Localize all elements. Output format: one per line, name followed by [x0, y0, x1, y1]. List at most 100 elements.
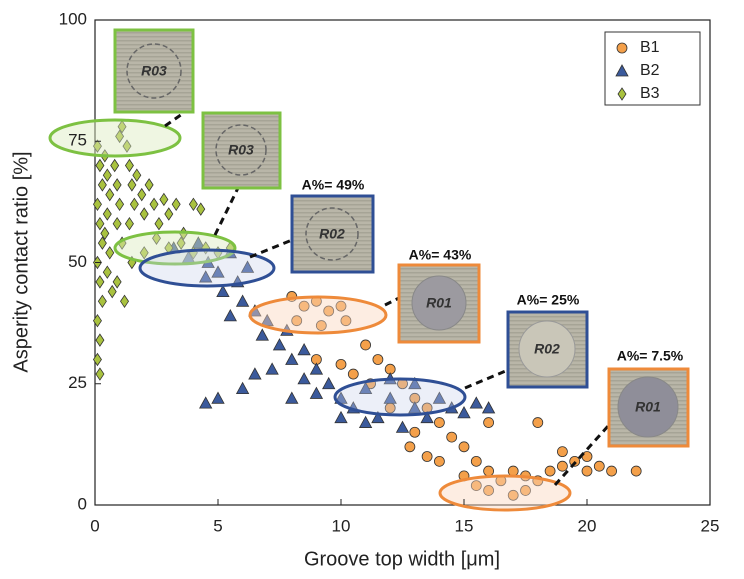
point	[137, 187, 147, 202]
point	[433, 417, 445, 428]
x-tick-label: 25	[701, 516, 720, 535]
inset-label: R02	[319, 226, 345, 242]
inset-label: R01	[635, 399, 661, 415]
point	[421, 451, 433, 462]
point	[120, 294, 130, 309]
point	[139, 207, 149, 221]
point	[117, 119, 127, 134]
point	[383, 391, 397, 404]
point	[132, 168, 142, 182]
point	[420, 410, 434, 424]
inset: R01 A%= 7.5%	[607, 348, 690, 448]
point	[309, 362, 324, 375]
point	[458, 441, 470, 453]
point	[285, 352, 299, 365]
point	[235, 381, 250, 395]
point	[265, 362, 279, 375]
point	[164, 207, 174, 221]
point	[409, 426, 421, 438]
point	[196, 202, 206, 216]
inset-label: R03	[141, 63, 167, 79]
point	[432, 391, 447, 404]
y-axis-label: Asperity contact ratio [%]	[10, 151, 32, 372]
point	[360, 339, 372, 351]
point	[581, 465, 593, 477]
point	[372, 354, 384, 365]
point	[297, 372, 311, 385]
point	[606, 465, 617, 477]
point	[309, 386, 324, 399]
point	[127, 178, 137, 192]
point	[532, 417, 544, 428]
point	[315, 320, 327, 331]
point	[404, 441, 416, 453]
point	[122, 139, 132, 153]
point	[107, 284, 117, 299]
point	[92, 352, 102, 367]
point	[112, 178, 122, 192]
point	[347, 368, 359, 380]
x-tick-label: 10	[332, 516, 351, 535]
point	[171, 197, 181, 212]
point	[154, 216, 164, 231]
point	[358, 415, 373, 428]
point	[95, 333, 105, 347]
point	[97, 178, 107, 192]
point	[95, 158, 105, 173]
point	[483, 465, 495, 477]
point	[433, 455, 445, 467]
point	[470, 455, 482, 467]
point	[240, 260, 255, 273]
x-tick-label: 5	[213, 516, 222, 535]
point	[191, 236, 205, 249]
point	[211, 265, 225, 278]
point	[322, 376, 336, 390]
point	[124, 216, 134, 231]
y-tick-label: 50	[68, 252, 87, 271]
point	[470, 480, 482, 492]
point	[105, 246, 115, 260]
point	[199, 270, 213, 283]
y-tick-label: 75	[68, 131, 87, 150]
point	[483, 485, 495, 496]
legend-label: B3	[640, 85, 660, 102]
point	[481, 401, 496, 414]
point	[483, 417, 495, 428]
point	[235, 294, 250, 307]
x-tick-label: 0	[90, 516, 99, 535]
point	[149, 197, 159, 212]
point	[291, 315, 303, 327]
legend: B1 B2 B3	[604, 31, 701, 106]
legend-label: B2	[640, 62, 660, 79]
point	[129, 197, 139, 212]
point	[92, 139, 102, 153]
point	[285, 391, 299, 404]
inset-label: R02	[534, 341, 560, 357]
point	[395, 420, 410, 433]
point	[298, 300, 310, 312]
point	[408, 376, 422, 390]
inset: R02 A%= 49%	[290, 177, 375, 274]
point	[358, 381, 373, 395]
point	[112, 216, 122, 231]
point	[105, 187, 115, 202]
point	[95, 275, 105, 289]
point	[593, 460, 605, 472]
point	[102, 207, 112, 221]
point	[557, 446, 568, 458]
point	[630, 465, 642, 477]
point	[199, 396, 213, 409]
inset-note: A%= 25%	[517, 292, 580, 308]
inset: R03	[113, 28, 195, 114]
point	[92, 313, 102, 328]
point	[152, 231, 161, 245]
point	[110, 158, 120, 173]
point	[124, 158, 134, 173]
point	[144, 178, 154, 192]
inset-label: R01	[426, 295, 452, 311]
point	[457, 406, 471, 419]
point	[544, 465, 556, 477]
point	[371, 410, 385, 424]
inset: R01 A%= 43%	[397, 247, 481, 344]
